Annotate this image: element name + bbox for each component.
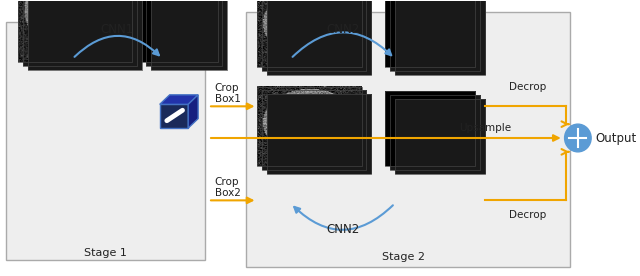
- Bar: [28, 0, 141, 70]
- Bar: [6, 22, 205, 260]
- Text: Crop
Box1: Crop Box1: [215, 83, 241, 104]
- Text: CNN2: CNN2: [326, 222, 359, 236]
- Bar: [385, 0, 476, 67]
- Bar: [262, 91, 367, 170]
- Text: Decrop: Decrop: [509, 210, 547, 220]
- Bar: [147, 0, 222, 66]
- FancyArrowPatch shape: [292, 32, 391, 57]
- Bar: [267, 0, 371, 75]
- Polygon shape: [188, 95, 198, 128]
- Text: CNN1: CNN1: [100, 23, 134, 36]
- Bar: [262, 0, 367, 71]
- Bar: [395, 0, 485, 75]
- Text: Stage 2: Stage 2: [382, 252, 425, 262]
- Bar: [160, 104, 188, 128]
- Bar: [151, 0, 227, 70]
- Bar: [390, 95, 480, 170]
- Text: Upsample: Upsample: [459, 123, 511, 133]
- Bar: [23, 0, 137, 66]
- Text: Output: Output: [595, 131, 636, 145]
- Text: Crop
Box2: Crop Box2: [215, 177, 241, 198]
- Bar: [141, 0, 218, 62]
- FancyArrowPatch shape: [294, 205, 393, 230]
- Bar: [385, 91, 476, 166]
- Polygon shape: [160, 95, 198, 104]
- Bar: [395, 99, 485, 174]
- FancyArrowPatch shape: [74, 36, 159, 57]
- Circle shape: [564, 124, 591, 152]
- Bar: [257, 0, 362, 67]
- Bar: [390, 0, 480, 71]
- Bar: [246, 12, 570, 267]
- Text: Decrop: Decrop: [509, 81, 547, 92]
- Bar: [267, 94, 371, 174]
- Bar: [257, 86, 362, 166]
- Text: CNN2: CNN2: [326, 23, 359, 36]
- Bar: [19, 0, 132, 62]
- Text: Stage 1: Stage 1: [84, 248, 127, 258]
